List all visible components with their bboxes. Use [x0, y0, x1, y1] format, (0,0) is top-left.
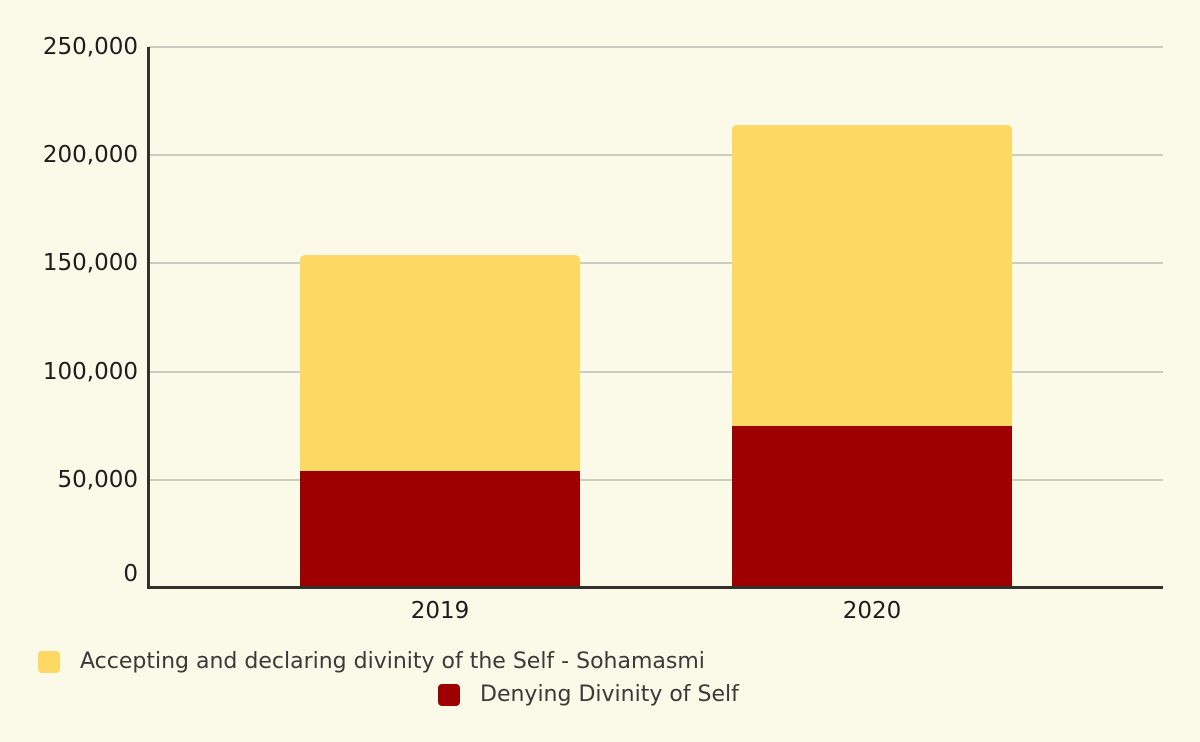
gridline-150000	[149, 262, 1163, 264]
legend-swatch-denying-icon	[438, 684, 460, 706]
x-tick-label-2019: 2019	[410, 598, 470, 624]
legend-item-denying[interactable]: Denying Divinity of Self	[438, 681, 739, 709]
legend-label-denying: Denying Divinity of Self	[480, 682, 739, 707]
bar-2020	[732, 43, 1012, 588]
x-axis-line	[147, 586, 1163, 589]
y-tick-label: 100,000	[42, 359, 138, 385]
gridline-100000	[149, 371, 1163, 373]
legend-label-accepting: Accepting and declaring divinity of the …	[80, 649, 705, 674]
y-tick-label: 50,000	[57, 467, 138, 493]
legend-swatch-accepting-icon	[38, 651, 60, 673]
gridline-50000	[149, 479, 1163, 481]
y-axis-line	[147, 47, 150, 589]
y-tick-label: 0	[123, 561, 138, 587]
x-tick-label-2020: 2020	[842, 598, 902, 624]
y-tick-label: 200,000	[42, 142, 138, 168]
bar-segment-2019-denying[interactable]	[300, 471, 580, 588]
gridline-200000	[149, 154, 1163, 156]
y-tick-label: 150,000	[42, 250, 138, 276]
gridline-250000	[149, 46, 1163, 48]
bar-segment-2020-denying[interactable]	[732, 425, 1012, 588]
legend-item-accepting[interactable]: Accepting and declaring divinity of the …	[38, 648, 705, 676]
bar-segment-2019-accepting[interactable]	[300, 254, 580, 472]
bar-segment-2020-accepting[interactable]	[732, 124, 1012, 426]
bar-2019	[300, 43, 580, 588]
y-tick-label: 250,000	[42, 34, 138, 60]
